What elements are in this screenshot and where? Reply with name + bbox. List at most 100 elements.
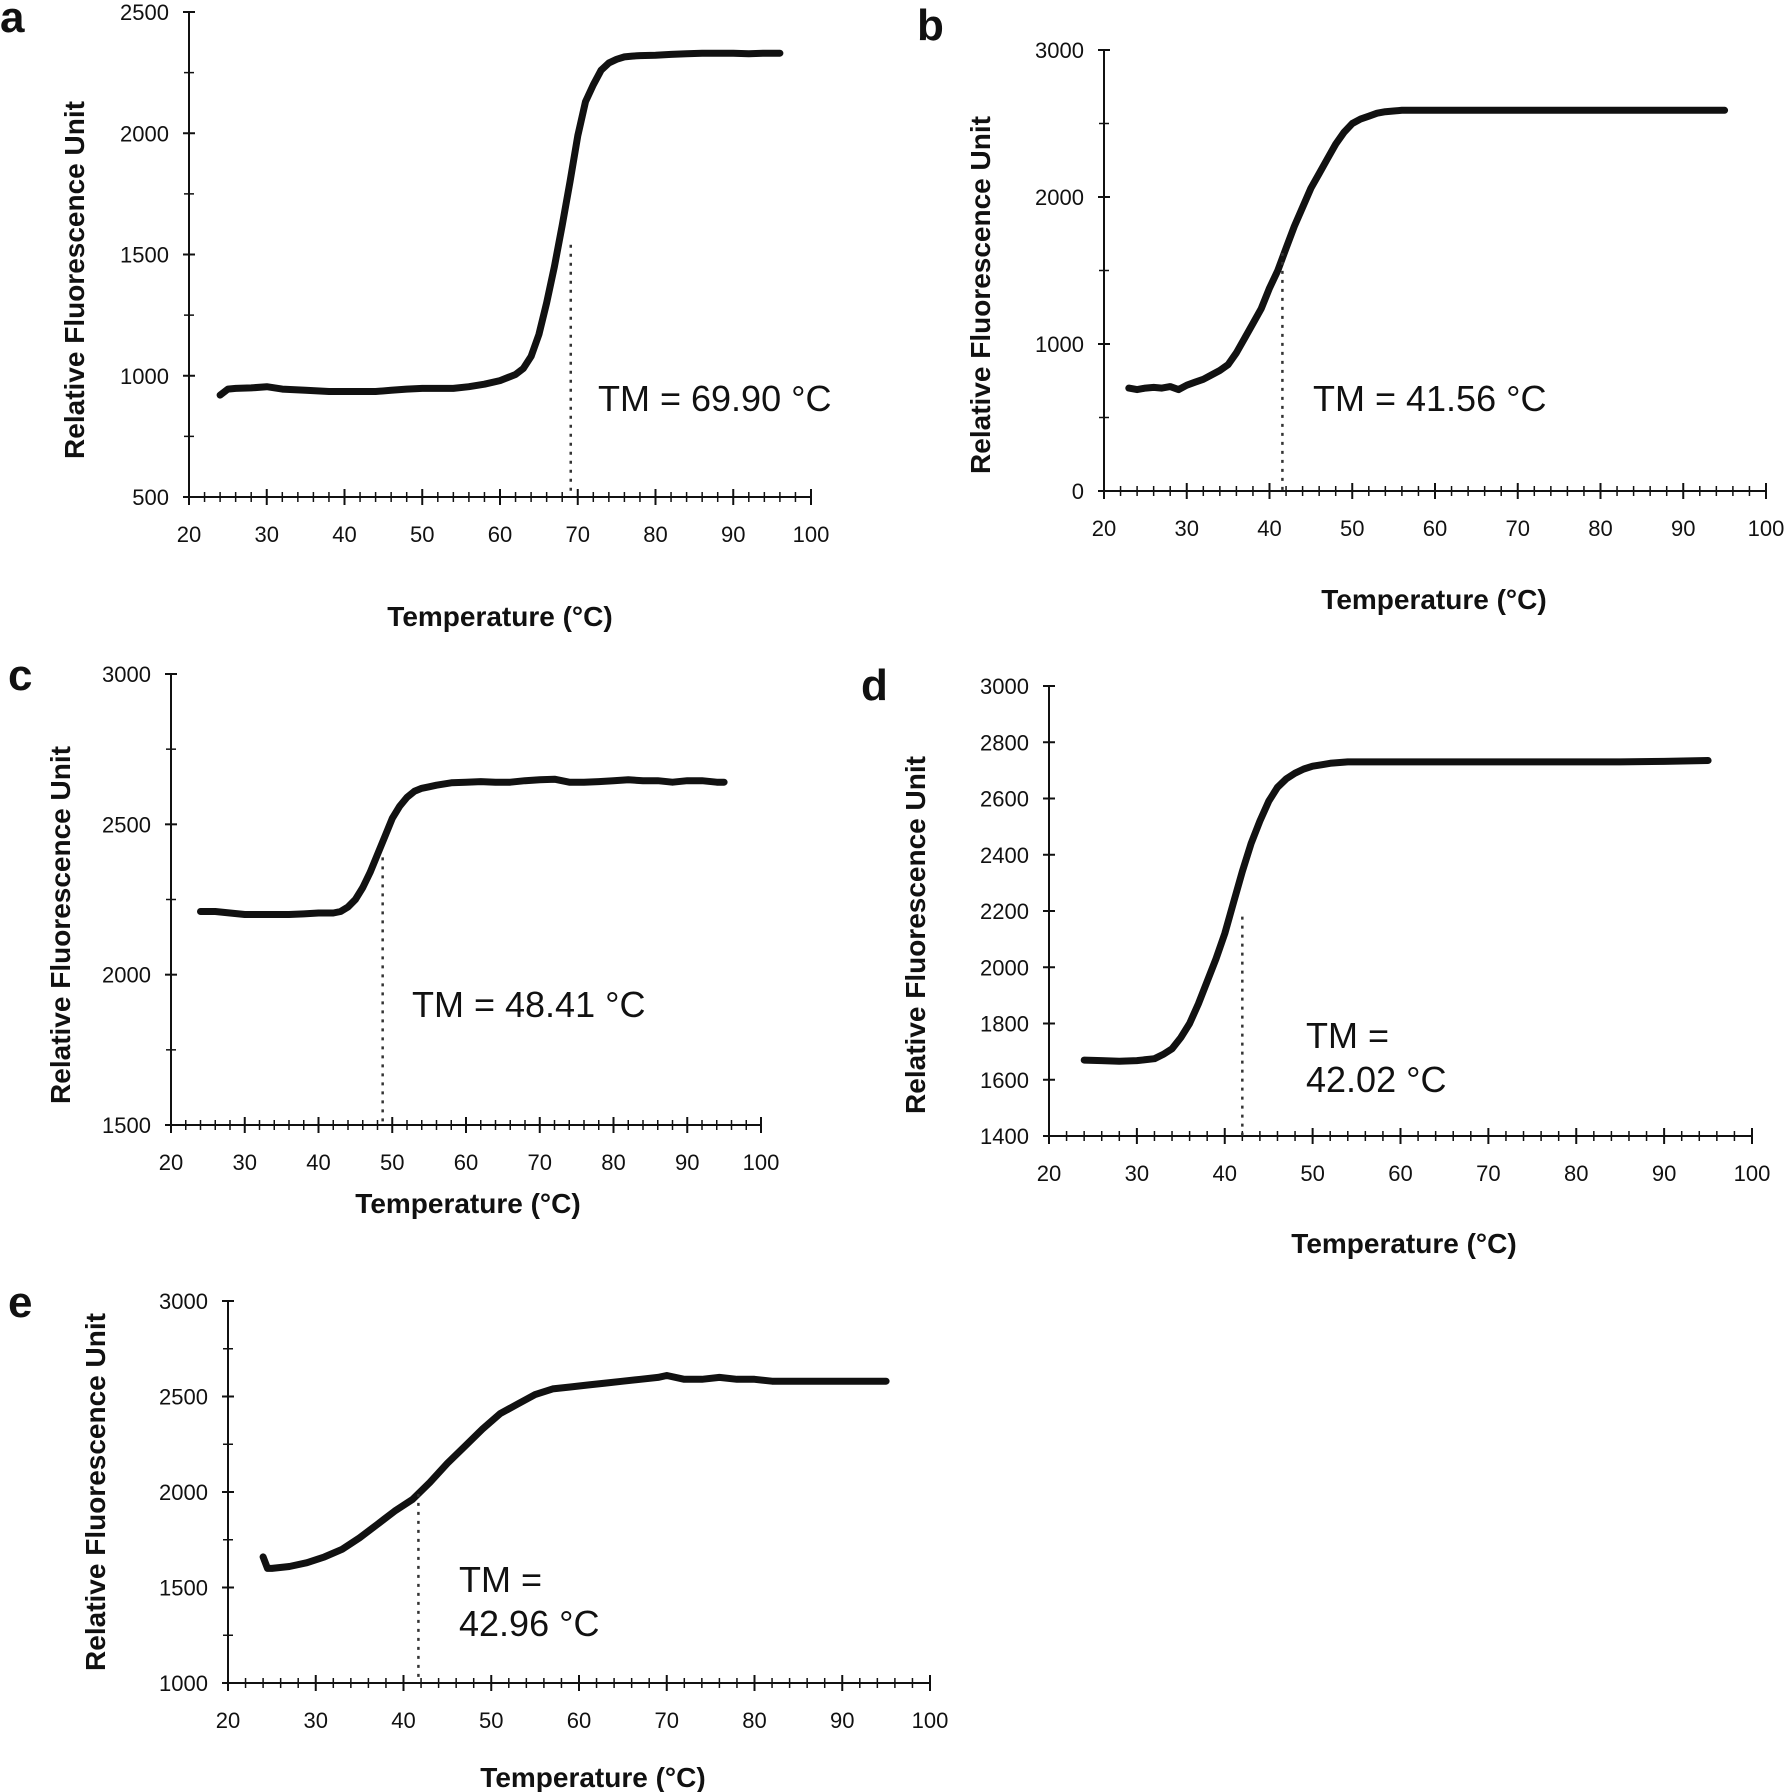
x-tick-label: 50 <box>479 1708 503 1733</box>
x-tick-label: 30 <box>304 1708 328 1733</box>
y-tick-label: 2800 <box>980 730 1029 755</box>
x-tick-label: 90 <box>675 1150 699 1175</box>
x-axis-title: Temperature (°C) <box>480 1762 705 1792</box>
x-tick-label: 20 <box>1092 516 1116 541</box>
x-tick-label: 50 <box>410 522 434 547</box>
y-tick-label: 2500 <box>159 1385 208 1410</box>
x-tick-label: 20 <box>216 1708 240 1733</box>
y-tick-label: 2500 <box>120 0 169 25</box>
panel-c: c 20 30 40 50 60 70 80 90 100 1500 2000 2500 3000 TM… <box>8 651 779 1219</box>
panel-d: d 20 30 40 50 60 70 80 90 100 1400 1600 1800 2000 220… <box>861 661 1770 1259</box>
x-tick-label: 90 <box>1671 516 1695 541</box>
y-tick-label: 500 <box>132 485 169 510</box>
x-tick-label: 80 <box>1564 1161 1588 1186</box>
x-tick-label: 30 <box>1175 516 1199 541</box>
x-tick-label: 30 <box>255 522 279 547</box>
x-tick-label: 80 <box>1588 516 1612 541</box>
tm-annotation-line2: 42.02 °C <box>1306 1059 1446 1100</box>
y-tick-label: 2000 <box>159 1480 208 1505</box>
y-tick-label: 1000 <box>120 364 169 389</box>
x-tick-label: 20 <box>1037 1161 1061 1186</box>
y-axis-title: Relative Fluorescence Unit <box>900 756 931 1114</box>
x-tick-label: 100 <box>1734 1161 1771 1186</box>
x-tick-label: 60 <box>567 1708 591 1733</box>
y-tick-label: 2000 <box>980 955 1029 980</box>
x-axis-title: Temperature (°C) <box>1321 584 1546 615</box>
y-tick-label: 2600 <box>980 787 1029 812</box>
y-tick-label: 1000 <box>1035 332 1084 357</box>
panel-letter: d <box>861 661 888 710</box>
y-tick-label: 1800 <box>980 1012 1029 1037</box>
series-line <box>1125 106 1729 394</box>
y-tick-label: 3000 <box>159 1289 208 1314</box>
tm-annotation: TM = 69.90 °C <box>598 378 832 419</box>
x-tick-label: 100 <box>743 1150 780 1175</box>
series-line <box>197 775 728 918</box>
x-tick-label: 40 <box>332 522 356 547</box>
panel-letter: c <box>8 651 32 700</box>
x-tick-label: 100 <box>793 522 830 547</box>
y-tick-label: 1000 <box>159 1671 208 1696</box>
y-tick-label: 1500 <box>120 243 169 268</box>
y-tick-label: 1500 <box>102 1113 151 1138</box>
x-tick-label: 70 <box>528 1150 552 1175</box>
y-tick-label: 2000 <box>102 963 151 988</box>
y-axis-title: Relative Fluorescence Unit <box>80 1313 111 1671</box>
x-tick-label: 60 <box>1423 516 1447 541</box>
tm-annotation: TM = 48.41 °C <box>412 984 646 1025</box>
x-tick-label: 30 <box>1125 1161 1149 1186</box>
x-tick-label: 20 <box>159 1150 183 1175</box>
x-tick-label: 60 <box>454 1150 478 1175</box>
x-tick-label: 80 <box>643 522 667 547</box>
x-tick-label: 30 <box>233 1150 257 1175</box>
tm-annotation-line2: 42.96 °C <box>459 1603 599 1644</box>
x-tick-label: 50 <box>1300 1161 1324 1186</box>
tm-annotation: TM = <box>1306 1015 1389 1056</box>
y-tick-label: 2400 <box>980 843 1029 868</box>
x-tick-label: 90 <box>721 522 745 547</box>
y-tick-label: 2500 <box>102 812 151 837</box>
panel-e: e 20 30 40 50 60 70 80 90 100 1000 1500 2000 2500 300… <box>8 1278 948 1792</box>
x-tick-label: 40 <box>391 1708 415 1733</box>
x-tick-label: 90 <box>830 1708 854 1733</box>
y-tick-label: 2000 <box>120 121 169 146</box>
panel-letter: a <box>0 0 25 42</box>
y-tick-label: 3000 <box>1035 38 1084 63</box>
y-tick-label: 2000 <box>1035 185 1084 210</box>
y-tick-label: 0 <box>1072 479 1084 504</box>
x-axis-title: Temperature (°C) <box>387 601 612 632</box>
panel-a: a 20 30 40 50 60 70 80 90 100 500 1000 1500 2000 2500… <box>0 0 832 632</box>
x-tick-label: 70 <box>1506 516 1530 541</box>
x-tick-label: 50 <box>380 1150 404 1175</box>
y-axis-title: Relative Fluorescence Unit <box>965 116 996 474</box>
x-tick-label: 70 <box>566 522 590 547</box>
y-tick-label: 2200 <box>980 899 1029 924</box>
x-tick-label: 90 <box>1652 1161 1676 1186</box>
series-line <box>216 49 784 399</box>
x-tick-label: 50 <box>1340 516 1364 541</box>
series-line <box>1080 757 1712 1065</box>
x-tick-label: 80 <box>742 1708 766 1733</box>
y-tick-label: 1600 <box>980 1068 1029 1093</box>
series-line <box>259 1372 890 1572</box>
y-tick-label: 3000 <box>980 674 1029 699</box>
x-tick-label: 60 <box>1388 1161 1412 1186</box>
x-axis-title: Temperature (°C) <box>355 1188 580 1219</box>
y-tick-label: 1400 <box>980 1124 1029 1149</box>
panel-letter: b <box>917 1 944 50</box>
x-tick-label: 20 <box>177 522 201 547</box>
y-tick-label: 3000 <box>102 662 151 687</box>
y-tick-label: 1500 <box>159 1576 208 1601</box>
x-tick-label: 40 <box>1213 1161 1237 1186</box>
x-tick-label: 70 <box>1476 1161 1500 1186</box>
y-axis-title: Relative Fluorescence Unit <box>45 746 76 1104</box>
x-tick-label: 40 <box>306 1150 330 1175</box>
x-tick-label: 70 <box>655 1708 679 1733</box>
tm-annotation: TM = <box>459 1559 542 1600</box>
x-axis-title: Temperature (°C) <box>1291 1228 1516 1259</box>
x-tick-label: 100 <box>912 1708 949 1733</box>
x-tick-label: 100 <box>1748 516 1785 541</box>
x-tick-label: 40 <box>1257 516 1281 541</box>
tm-annotation: TM = 41.56 °C <box>1313 378 1547 419</box>
